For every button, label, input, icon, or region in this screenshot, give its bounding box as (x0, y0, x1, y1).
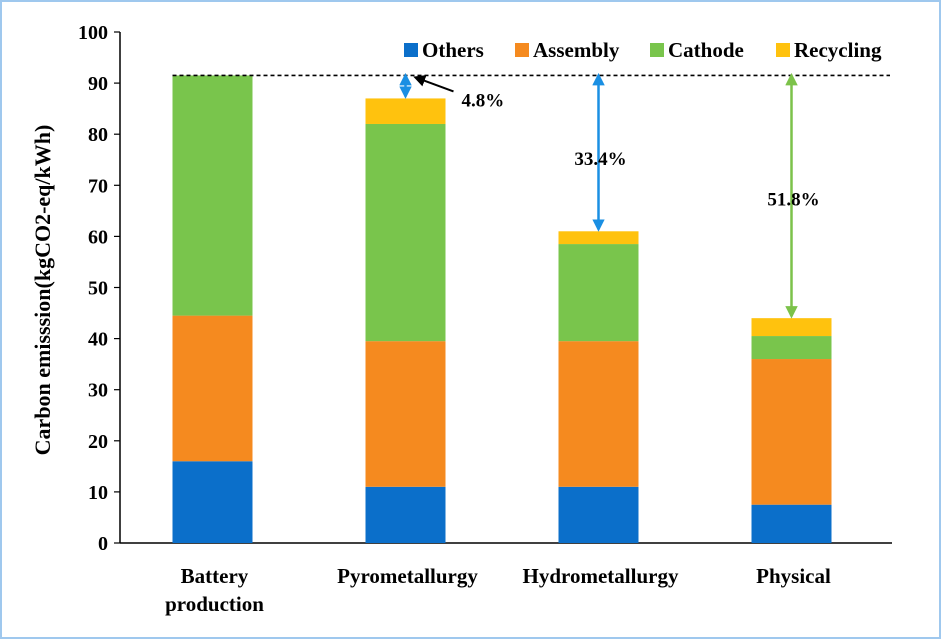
y-axis-title: Carbon emisssion(kgCO2-eq/kWh) (30, 125, 55, 456)
y-tick-label: 70 (88, 175, 108, 197)
bar-recycling (751, 318, 832, 337)
y-tick-label: 80 (88, 124, 108, 146)
bar-assembly (558, 341, 639, 487)
percent-reduction-label: 51.8% (767, 190, 819, 211)
legend-label-recycling: Recycling (794, 38, 882, 62)
y-tick-label: 20 (88, 431, 108, 453)
y-tick-label: 50 (88, 278, 108, 300)
bar-assembly (172, 315, 253, 462)
legend-label-others: Others (422, 38, 484, 62)
x-category-label: Battery production (165, 564, 264, 616)
percent-reduction-label: 4.8% (462, 90, 505, 111)
bar-recycling (558, 231, 639, 245)
y-tick-label: 0 (98, 533, 108, 555)
x-category-label: Physical (756, 564, 831, 588)
bar-cathode (365, 123, 446, 342)
legend-swatch-assembly (515, 43, 529, 57)
y-tick-label: 30 (88, 380, 108, 402)
bar-recycling (365, 98, 446, 124)
legend-label-assembly: Assembly (533, 38, 620, 62)
bar-cathode (751, 336, 832, 360)
bar-assembly (365, 341, 446, 487)
y-tick-label: 90 (88, 73, 108, 95)
pointer-arrow (413, 75, 454, 93)
legend-swatch-others (404, 43, 418, 57)
y-tick-label: 60 (88, 226, 108, 248)
legend-swatch-cathode (650, 43, 664, 57)
percent-reduction-label: 33.4% (574, 149, 626, 170)
y-tick-label: 100 (78, 22, 108, 44)
x-category-label: Hydrometallurgy (523, 564, 679, 588)
bar-others (172, 461, 253, 543)
bar-cathode (558, 244, 639, 342)
legend-swatch-recycling (776, 43, 790, 57)
legend-label-cathode: Cathode (668, 38, 744, 62)
x-category-label: Pyrometallurgy (337, 564, 478, 588)
bar-others (751, 504, 832, 543)
bar-others (558, 486, 639, 543)
bar-cathode (172, 75, 253, 316)
y-tick-label: 10 (88, 482, 108, 504)
bar-assembly (751, 359, 832, 505)
bar-others (365, 486, 446, 543)
y-tick-label: 40 (88, 329, 108, 351)
